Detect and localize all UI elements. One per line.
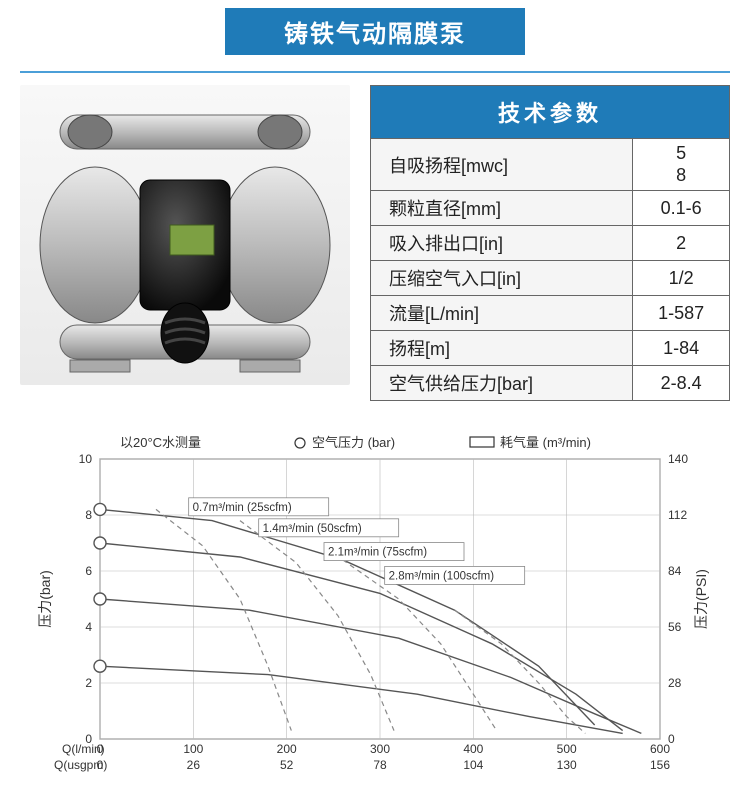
svg-text:84: 84 [668, 564, 682, 578]
svg-text:100: 100 [183, 742, 203, 756]
table-row: 颗粒直径[mm] 0.1-6 [371, 191, 730, 226]
svg-text:8: 8 [85, 508, 92, 522]
spec-label: 扬程[m] [371, 331, 633, 366]
svg-text:156: 156 [650, 758, 670, 772]
svg-text:0.7m³/min (25scfm): 0.7m³/min (25scfm) [193, 502, 292, 514]
svg-text:400: 400 [463, 742, 483, 756]
svg-text:1.4m³/min (50scfm): 1.4m³/min (50scfm) [263, 523, 362, 535]
page-title-banner: 铸铁气动隔膜泵 [225, 8, 525, 55]
performance-chart: 0010026200523007840010450013060015600228… [30, 419, 720, 799]
svg-text:压力(PSI): 压力(PSI) [693, 569, 709, 629]
pump-illustration [20, 85, 350, 385]
svg-text:Q(usgpm): Q(usgpm) [54, 758, 107, 772]
svg-text:56: 56 [668, 620, 682, 634]
table-row: 压缩空气入口[in] 1/2 [371, 261, 730, 296]
svg-text:4: 4 [85, 620, 92, 634]
svg-text:104: 104 [463, 758, 483, 772]
spec-label: 流量[L/min] [371, 296, 633, 331]
svg-text:以20°C水测量: 以20°C水测量 [120, 435, 201, 450]
svg-text:6: 6 [85, 564, 92, 578]
table-row: 吸入排出口[in] 2 [371, 226, 730, 261]
spec-label: 颗粒直径[mm] [371, 191, 633, 226]
spec-value: 2-8.4 [633, 366, 730, 401]
svg-text:耗气量 (m³/min): 耗气量 (m³/min) [500, 435, 591, 450]
spec-value: 2 [633, 226, 730, 261]
spec-value: 5 8 [633, 139, 730, 191]
svg-text:112: 112 [668, 508, 687, 522]
divider [20, 71, 730, 73]
svg-text:2.1m³/min (75scfm): 2.1m³/min (75scfm) [328, 547, 427, 559]
svg-text:空气压力 (bar): 空气压力 (bar) [312, 435, 395, 450]
svg-text:Q(l/min): Q(l/min) [62, 742, 105, 756]
svg-text:压力(bar): 压力(bar) [37, 570, 53, 628]
table-row: 自吸扬程[mwc] 5 8 [371, 139, 730, 191]
spec-label: 自吸扬程[mwc] [371, 139, 633, 191]
svg-text:0: 0 [668, 732, 675, 746]
svg-text:300: 300 [370, 742, 390, 756]
table-row: 流量[L/min] 1-587 [371, 296, 730, 331]
table-row: 扬程[m] 1-84 [371, 331, 730, 366]
svg-text:26: 26 [187, 758, 201, 772]
spec-value: 0.1-6 [633, 191, 730, 226]
spec-value: 1/2 [633, 261, 730, 296]
svg-text:200: 200 [277, 742, 297, 756]
spec-label: 压缩空气入口[in] [371, 261, 633, 296]
spec-value: 1-587 [633, 296, 730, 331]
spec-label: 吸入排出口[in] [371, 226, 633, 261]
page-title: 铸铁气动隔膜泵 [284, 21, 466, 48]
svg-text:140: 140 [668, 452, 688, 466]
table-row: 空气供给压力[bar] 2-8.4 [371, 366, 730, 401]
svg-text:52: 52 [280, 758, 294, 772]
svg-text:78: 78 [373, 758, 387, 772]
product-image [20, 85, 350, 385]
svg-text:130: 130 [557, 758, 577, 772]
spec-table: 技术参数 自吸扬程[mwc] 5 8 颗粒直径[mm] 0.1-6 吸入排出口[… [370, 85, 730, 401]
svg-text:500: 500 [557, 742, 577, 756]
svg-text:2: 2 [85, 676, 92, 690]
spec-label: 空气供给压力[bar] [371, 366, 633, 401]
spec-header: 技术参数 [371, 86, 730, 139]
spec-value: 1-84 [633, 331, 730, 366]
chart-svg: 0010026200523007840010450013060015600228… [30, 419, 720, 799]
svg-text:10: 10 [79, 452, 93, 466]
svg-text:2.8m³/min (100scfm): 2.8m³/min (100scfm) [389, 571, 495, 583]
svg-text:28: 28 [668, 676, 682, 690]
